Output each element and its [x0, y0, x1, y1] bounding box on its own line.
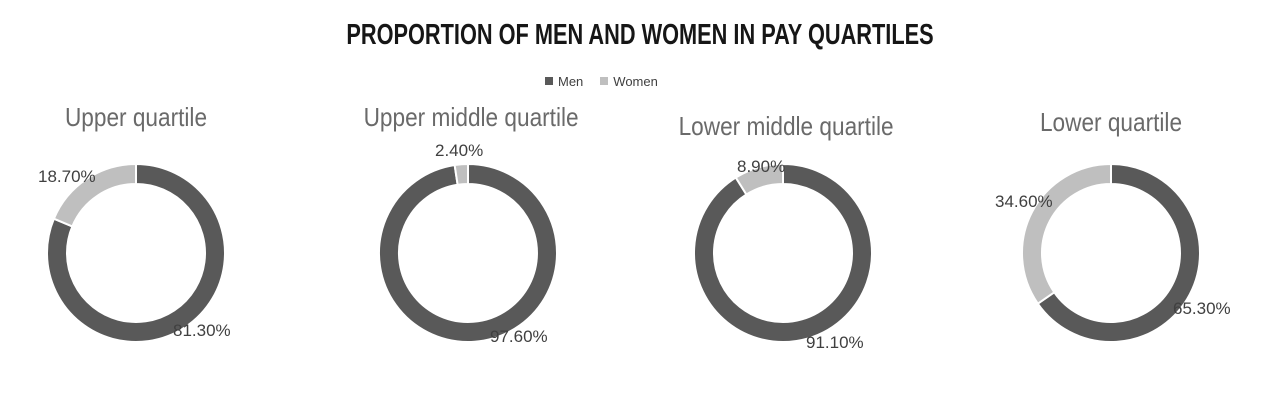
- donut-chart-lower-quartile: Lower quartile 34.60% 65.30%: [991, 95, 1231, 395]
- donut-slice-women[interactable]: [734, 163, 784, 196]
- data-label-men: 81.30%: [173, 321, 231, 340]
- legend-swatch-women: [600, 77, 609, 85]
- donut-title-upper-middle-quartile: Upper middle quartile: [363, 102, 579, 132]
- donut-title-lower-quartile: Lower quartile: [1039, 107, 1183, 137]
- data-label-women: 34.60%: [995, 192, 1053, 211]
- donut-chart-upper-quartile: Upper quartile 18.70% 81.30%: [16, 95, 256, 395]
- data-label-women: 2.40%: [435, 141, 484, 160]
- donut-slice-men[interactable]: [1036, 163, 1201, 343]
- data-label-women: 8.90%: [737, 157, 786, 176]
- donut-chart-lower-middle-quartile: Lower middle quartile 8.90% 91.10%: [663, 95, 903, 395]
- donut-slice-men[interactable]: [46, 163, 226, 343]
- chart-title: PROPORTION OF MEN AND WOMEN IN PAY QUART…: [346, 19, 934, 51]
- legend-swatch-men: [545, 77, 553, 85]
- donut-ring-upper-quartile[interactable]: [46, 163, 226, 343]
- data-label-women: 18.70%: [38, 167, 96, 186]
- chart-legend: Men Women: [545, 74, 658, 88]
- donut-title-lower-middle-quartile: Lower middle quartile: [678, 111, 894, 141]
- legend-item-men[interactable]: Men: [545, 75, 583, 88]
- donut-chart-upper-middle-quartile: Upper middle quartile 2.40% 97.60%: [348, 95, 588, 395]
- data-label-men: 97.60%: [490, 327, 548, 346]
- data-label-men: 65.30%: [1173, 299, 1231, 318]
- donut-ring-lower-middle-quartile[interactable]: [693, 163, 873, 343]
- donut-slice-women[interactable]: [453, 163, 469, 186]
- donut-slice-women[interactable]: [52, 163, 137, 228]
- legend-item-women[interactable]: Women: [600, 75, 658, 88]
- donut-ring-upper-middle-quartile[interactable]: [378, 163, 558, 343]
- donut-ring-lower-quartile[interactable]: [1021, 163, 1201, 343]
- donut-title-upper-quartile: Upper quartile: [64, 102, 208, 132]
- donut-slice-men[interactable]: [693, 163, 873, 343]
- legend-label-women: Women: [613, 73, 658, 89]
- donut-slice-women[interactable]: [1021, 163, 1112, 306]
- legend-label-men: Men: [558, 73, 584, 89]
- donut-slice-men[interactable]: [378, 163, 558, 343]
- data-label-men: 91.10%: [806, 333, 864, 352]
